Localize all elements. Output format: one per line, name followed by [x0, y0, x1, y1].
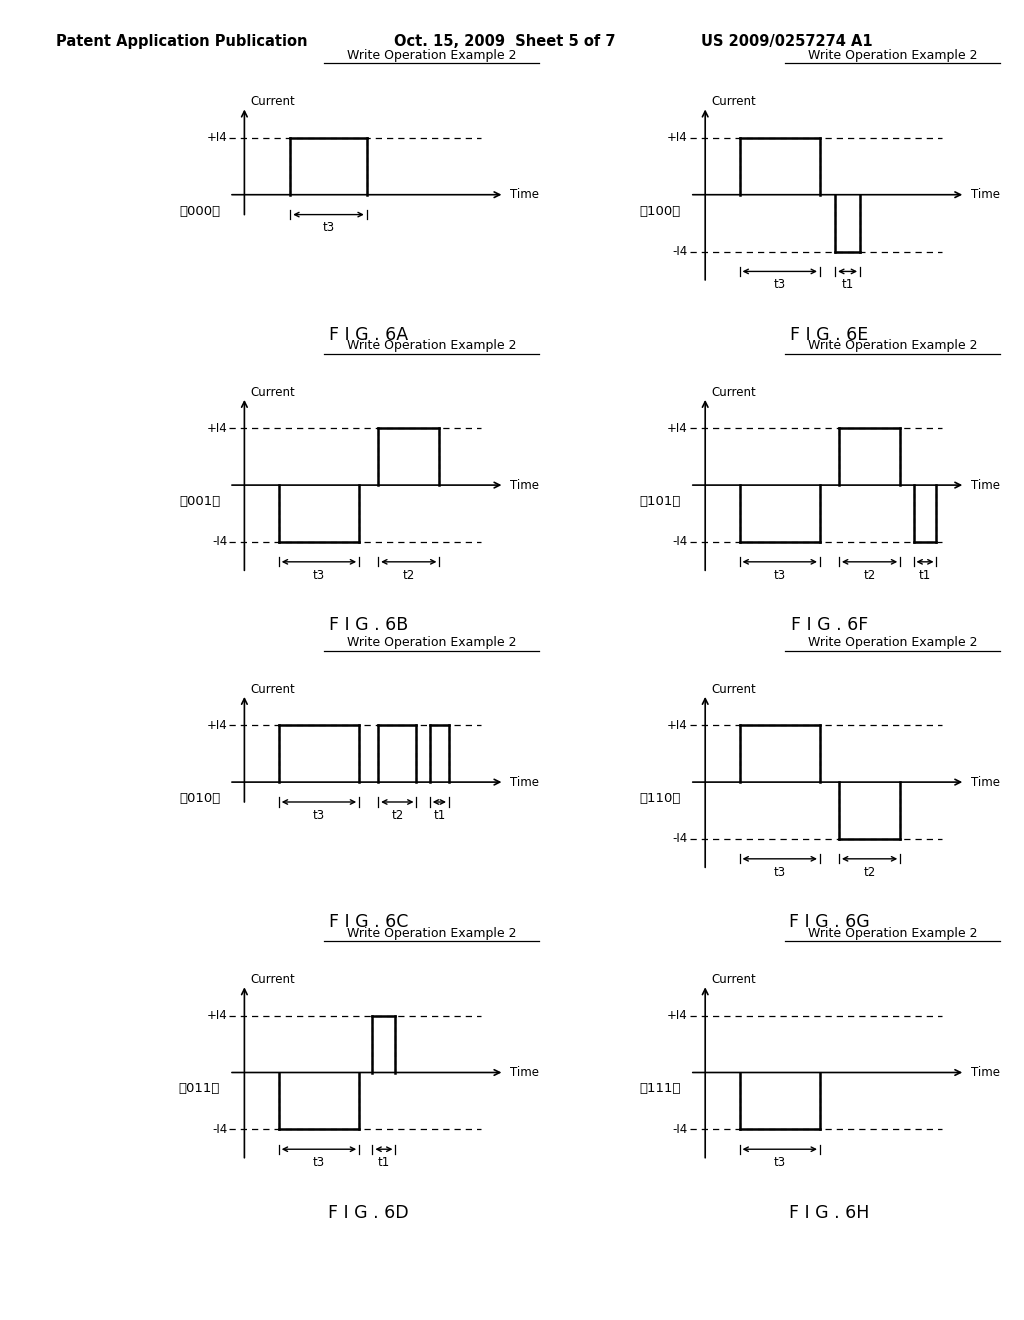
Text: +I4: +I4 — [668, 422, 688, 434]
Text: Current: Current — [250, 385, 295, 399]
Text: Time: Time — [971, 1067, 999, 1078]
Text: Write Operation Example 2: Write Operation Example 2 — [347, 339, 516, 352]
Text: t1: t1 — [433, 809, 445, 822]
Text: Write Operation Example 2: Write Operation Example 2 — [808, 636, 977, 649]
Text: Write Operation Example 2: Write Operation Example 2 — [808, 339, 977, 352]
Text: t2: t2 — [402, 569, 415, 582]
Text: F I G . 6G: F I G . 6G — [790, 913, 869, 932]
Text: Current: Current — [250, 682, 295, 696]
Text: F I G . 6F: F I G . 6F — [791, 616, 868, 635]
Text: F I G . 6H: F I G . 6H — [790, 1204, 869, 1222]
Text: Write Operation Example 2: Write Operation Example 2 — [347, 636, 516, 649]
Text: +I4: +I4 — [668, 132, 688, 144]
Text: F I G . 6C: F I G . 6C — [329, 913, 409, 932]
Text: t3: t3 — [774, 866, 785, 879]
Text: Time: Time — [510, 1067, 539, 1078]
Text: Current: Current — [711, 682, 756, 696]
Text: t1: t1 — [919, 569, 931, 582]
Text: +I4: +I4 — [668, 719, 688, 731]
Text: Time: Time — [510, 479, 539, 491]
Text: Write Operation Example 2: Write Operation Example 2 — [808, 927, 977, 940]
Text: F I G . 6D: F I G . 6D — [329, 1204, 409, 1222]
Text: t3: t3 — [774, 1156, 785, 1170]
Text: t3: t3 — [774, 279, 785, 292]
Text: t3: t3 — [774, 569, 785, 582]
Text: -I4: -I4 — [673, 536, 688, 548]
Text: -I4: -I4 — [673, 833, 688, 845]
Text: 「110」: 「110」 — [640, 792, 681, 805]
Text: US 2009/0257274 A1: US 2009/0257274 A1 — [701, 34, 873, 49]
Text: -I4: -I4 — [212, 1123, 227, 1135]
Text: t1: t1 — [842, 279, 854, 292]
Text: Time: Time — [971, 479, 999, 491]
Text: 「100」: 「100」 — [640, 205, 681, 218]
Text: Write Operation Example 2: Write Operation Example 2 — [347, 49, 516, 62]
Text: 「001」: 「001」 — [179, 495, 220, 508]
Text: Patent Application Publication: Patent Application Publication — [56, 34, 308, 49]
Text: -I4: -I4 — [673, 1123, 688, 1135]
Text: Time: Time — [510, 776, 539, 788]
Text: Current: Current — [711, 973, 756, 986]
Text: F I G . 6B: F I G . 6B — [329, 616, 409, 635]
Text: 「101」: 「101」 — [640, 495, 681, 508]
Text: +I4: +I4 — [668, 1010, 688, 1022]
Text: Current: Current — [250, 95, 295, 108]
Text: 「111」: 「111」 — [639, 1082, 681, 1096]
Text: Write Operation Example 2: Write Operation Example 2 — [808, 49, 977, 62]
Text: t2: t2 — [391, 809, 403, 822]
Text: Time: Time — [971, 189, 999, 201]
Text: -I4: -I4 — [212, 536, 227, 548]
Text: t2: t2 — [863, 569, 876, 582]
Text: +I4: +I4 — [207, 132, 227, 144]
Text: F I G . 6A: F I G . 6A — [329, 326, 409, 345]
Text: Oct. 15, 2009  Sheet 5 of 7: Oct. 15, 2009 Sheet 5 of 7 — [394, 34, 615, 49]
Text: Current: Current — [250, 973, 295, 986]
Text: -I4: -I4 — [673, 246, 688, 257]
Text: Time: Time — [971, 776, 999, 788]
Text: Current: Current — [711, 95, 756, 108]
Text: Current: Current — [711, 385, 756, 399]
Text: 「011」: 「011」 — [179, 1082, 220, 1096]
Text: Write Operation Example 2: Write Operation Example 2 — [347, 927, 516, 940]
Text: 「000」: 「000」 — [179, 205, 220, 218]
Text: t3: t3 — [313, 569, 325, 582]
Text: t3: t3 — [323, 222, 335, 235]
Text: t3: t3 — [313, 1156, 325, 1170]
Text: Time: Time — [510, 189, 539, 201]
Text: F I G . 6E: F I G . 6E — [791, 326, 868, 345]
Text: +I4: +I4 — [207, 719, 227, 731]
Text: t3: t3 — [313, 809, 325, 822]
Text: +I4: +I4 — [207, 422, 227, 434]
Text: 「010」: 「010」 — [179, 792, 220, 805]
Text: t2: t2 — [863, 866, 876, 879]
Text: +I4: +I4 — [207, 1010, 227, 1022]
Text: t1: t1 — [378, 1156, 390, 1170]
